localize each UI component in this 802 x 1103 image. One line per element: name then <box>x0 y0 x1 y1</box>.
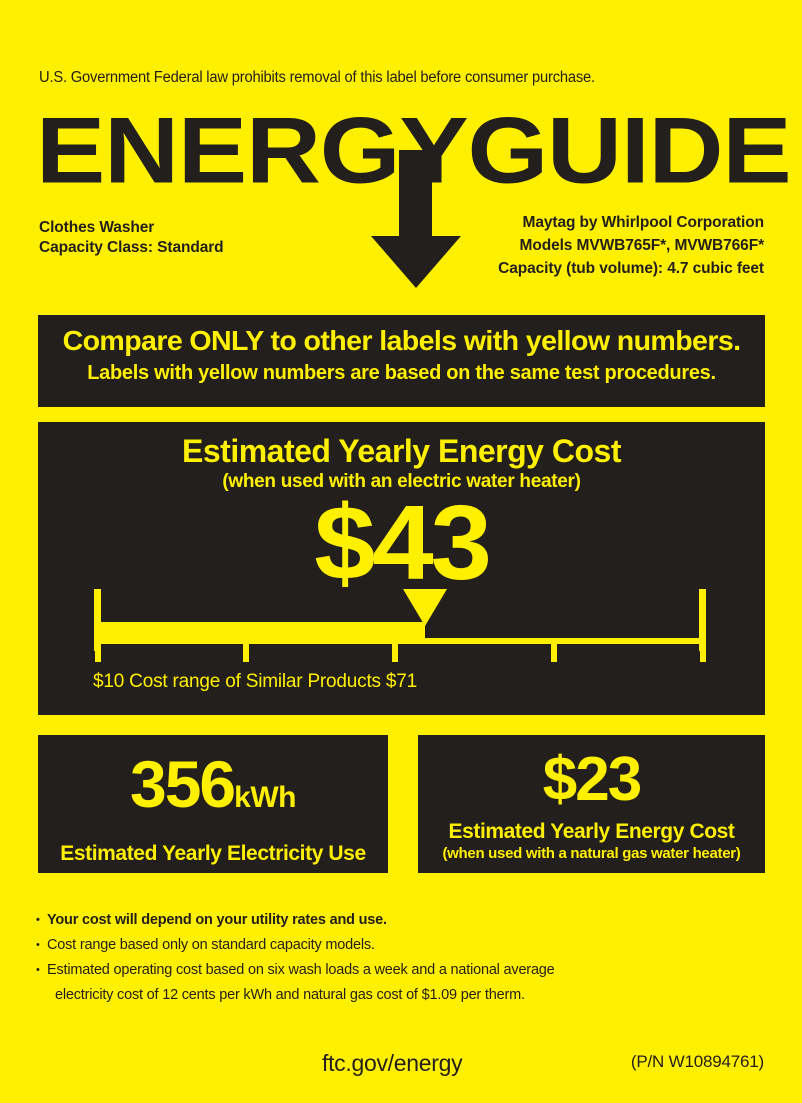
scale-tick-2 <box>392 644 399 662</box>
arrow-head <box>371 236 461 288</box>
cost-box-title: Estimated Yearly Energy Cost <box>182 433 621 469</box>
gas-cost-caption: Estimated Yearly Energy Cost <box>448 820 735 843</box>
electricity-unit: kWh <box>234 781 296 814</box>
cost-range-scale <box>94 589 706 662</box>
product-models: Models MVWB765F*, MVWB766F* <box>519 237 765 254</box>
footnote-text: Your cost will depend on your utility ra… <box>47 912 387 928</box>
scale-tick-4 <box>699 644 706 662</box>
gas-cost-value: $23 <box>542 745 642 814</box>
product-capacity: Capacity (tub volume): 4.7 cubic feet <box>498 260 764 277</box>
electricity-value-row: 356kWh <box>38 735 388 835</box>
scale-endcap-left <box>94 589 101 651</box>
ftc-url[interactable]: ftc.gov/energy <box>322 1050 463 1076</box>
estimated-yearly-electricity-use-box: 356kWh Estimated Yearly Electricity Use <box>38 735 388 873</box>
product-manufacturer: Maytag by Whirlpool Corporation <box>522 214 765 231</box>
scale-tick-3 <box>550 644 557 662</box>
footnote-text: Cost range based only on standard capaci… <box>47 937 375 953</box>
scale-fill-bar <box>94 622 425 644</box>
part-number: (P/N W10894761) <box>630 1052 764 1071</box>
footnote-2: Estimated operating cost based on six wa… <box>36 958 736 1008</box>
estimated-yearly-energy-cost-box: Estimated Yearly Energy Cost (when used … <box>38 422 765 715</box>
scale-tick-0 <box>94 644 101 662</box>
footnote-continuation: electricity cost of 12 cents per kWh and… <box>55 987 525 1003</box>
compare-banner-subline: Labels with yellow numbers are based on … <box>87 362 716 384</box>
electricity-value: 356 <box>130 747 236 821</box>
compare-banner-headline: Compare ONLY to other labels with yellow… <box>62 325 741 356</box>
down-arrow-icon <box>371 150 461 290</box>
cost-box-amount: $43 <box>314 484 492 602</box>
scale-tick-1 <box>243 644 250 662</box>
footnote-0: Your cost will depend on your utility ra… <box>36 908 736 933</box>
electricity-caption: Estimated Yearly Electricity Use <box>60 842 366 865</box>
footnote-text: Estimated operating cost based on six wa… <box>47 962 555 978</box>
cost-box-subtitle: (when used with an electric water heater… <box>222 471 581 492</box>
product-category-block: Clothes Washer Capacity Class: Standard <box>39 218 224 258</box>
federal-legal-notice: U.S. Government Federal law prohibits re… <box>39 69 595 86</box>
compare-banner: Compare ONLY to other labels with yellow… <box>38 315 765 407</box>
gas-cost-subcaption: (when used with a natural gas water heat… <box>442 845 741 862</box>
scale-value-marker <box>402 589 447 626</box>
scale-endcap-right <box>699 589 706 651</box>
footnote-1: Cost range based only on standard capaci… <box>36 933 736 958</box>
arrow-stem <box>399 150 432 242</box>
estimated-yearly-gas-cost-box: $23 Estimated Yearly Energy Cost (when u… <box>418 735 765 873</box>
cost-range-caption: $10 Cost range of Similar Products $71 <box>93 671 418 692</box>
footnotes-list: Your cost will depend on your utility ra… <box>36 908 736 1008</box>
product-category: Clothes Washer <box>39 219 155 236</box>
product-capacity-class: Capacity Class: Standard <box>39 239 224 256</box>
product-manufacturer-block: Maytag by Whirlpool Corporation Models M… <box>498 211 764 280</box>
